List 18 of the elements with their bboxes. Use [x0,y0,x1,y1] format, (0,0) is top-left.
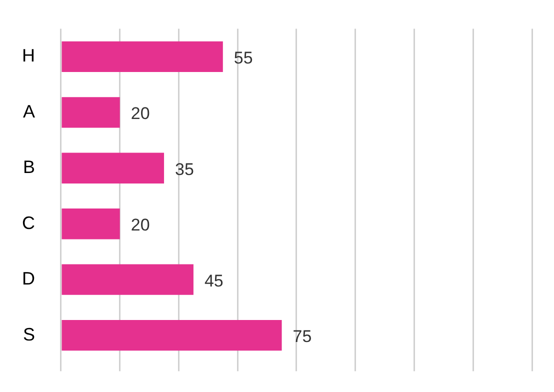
y-tick-label: S [22,324,35,344]
y-tick-label: C [22,212,35,233]
bar [62,320,282,351]
bar [62,152,164,184]
y-tick-label: B [22,157,35,178]
data-label: 20 [130,216,150,235]
data-label: 45 [204,271,224,290]
y-tick-label: A [22,101,35,122]
y-tick-label: H [22,46,35,66]
bar [62,264,194,295]
data-label: 35 [175,160,194,179]
y-tick-label: D [22,268,35,289]
bar [62,41,223,72]
data-label: 55 [234,48,253,68]
bar [62,97,120,128]
bar [62,208,120,240]
data-label: 75 [292,327,312,346]
data-label: 20 [130,104,150,124]
